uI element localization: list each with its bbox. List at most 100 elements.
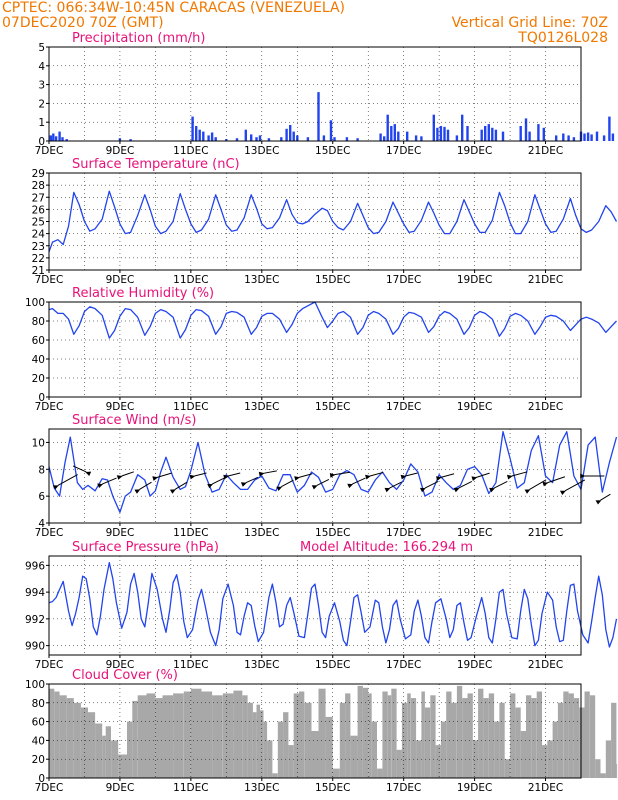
y-tick-label: 0	[38, 773, 45, 785]
wind-arrow	[564, 479, 586, 492]
precip-bar	[306, 137, 310, 141]
precip-bar	[292, 131, 295, 141]
cloud-bar	[146, 693, 156, 778]
cloud-bar	[368, 693, 372, 778]
cloud-bar	[95, 723, 103, 778]
cloud-bar	[472, 740, 479, 778]
cloud-bar	[377, 768, 383, 778]
cloud-bar	[568, 693, 574, 778]
wind-arrow-head	[347, 483, 354, 489]
precip-bar	[443, 126, 446, 141]
x-tick-label: 9DEC	[106, 145, 135, 157]
precip-bar	[386, 114, 389, 141]
precip-bar	[439, 126, 443, 141]
y-tick-label: 60	[32, 717, 45, 729]
wind-arrow-head	[85, 471, 92, 476]
wind-arrow	[405, 472, 418, 477]
wind-arrow-head	[207, 483, 213, 489]
y-tick-label: 80	[32, 698, 45, 710]
cloud-bar	[520, 731, 526, 778]
wind-arrow-head	[400, 474, 407, 480]
cloud-bar	[410, 698, 417, 778]
wind-arrow-head	[116, 475, 123, 480]
cloud-bar	[105, 726, 111, 778]
x-tick-label: 21DEC	[528, 782, 563, 794]
x-tick-label: 19DEC	[457, 401, 492, 413]
y-tick-label: 28	[32, 180, 45, 192]
x-tick-label: 13DEC	[244, 274, 279, 286]
x-tick-label: 9DEC	[106, 401, 135, 413]
y-tick-label: 80	[32, 316, 45, 328]
cloud-bar	[600, 773, 606, 778]
cloud-bar	[127, 721, 133, 778]
y-tick-label: 1	[38, 117, 45, 129]
cloud-bar	[339, 702, 346, 778]
cloud-bar	[288, 745, 294, 778]
x-tick-label: 17DEC	[386, 782, 421, 794]
cloud-bar	[247, 702, 253, 778]
precip-bar	[484, 126, 487, 141]
y-tick-label: 25	[32, 217, 45, 229]
wind-arrow-head	[419, 487, 426, 493]
wind-arrow	[334, 471, 350, 476]
panel-title: Precipitation (mm/h)	[72, 31, 205, 46]
wind-arrow	[57, 474, 78, 486]
panel-title: Relative Humidity (%)	[72, 286, 214, 301]
cloud-bar	[263, 721, 268, 778]
precip-bar	[289, 125, 292, 141]
cloud-bar	[573, 698, 580, 778]
series-line	[48, 301, 617, 339]
precip-bar	[537, 124, 540, 141]
cloud-bar	[49, 688, 55, 778]
panel-annotation: Model Altitude: 166.294 m	[300, 540, 473, 555]
cloud-bar	[552, 721, 558, 778]
x-tick-label: 13DEC	[244, 527, 279, 539]
cloud-bar	[504, 759, 510, 778]
x-tick-label: 19DEC	[457, 527, 492, 539]
x-tick-label: 11DEC	[173, 401, 208, 413]
y-tick-label: 0	[38, 136, 45, 148]
cloud-bar	[499, 702, 505, 778]
panel-6: 0 20 40 60 80 100 7DEC 9DEC 11DEC 13DEC 15DEC 17DEC…	[25, 668, 618, 794]
precip-bar	[406, 131, 409, 141]
run-code: TQ0126L028	[517, 30, 608, 46]
cloud-bar	[162, 695, 174, 778]
wind-arrow-head	[507, 474, 513, 480]
precip-bar	[528, 131, 531, 141]
precip-bar	[54, 136, 58, 141]
cloud-bar	[371, 721, 377, 778]
wind-arrow	[157, 472, 172, 478]
cloud-bar	[345, 693, 351, 778]
precip-bar	[225, 139, 228, 141]
cloud-bar	[407, 693, 411, 778]
wind-arrow	[389, 481, 402, 489]
x-tick-label: 19DEC	[457, 145, 492, 157]
cloud-bar	[382, 691, 388, 778]
y-tick-label: 20	[32, 373, 45, 385]
precip-bar	[397, 131, 400, 141]
y-tick-label: 100	[25, 297, 45, 309]
precip-bar	[590, 134, 593, 141]
x-tick-label: 11DEC	[173, 659, 208, 671]
x-tick-label: 17DEC	[386, 659, 421, 671]
x-tick-label: 7DEC	[35, 401, 64, 413]
cloud-bar	[88, 712, 96, 778]
cloud-bar	[391, 688, 397, 778]
wind-arrow	[194, 472, 207, 477]
precip-bar	[235, 138, 239, 141]
cloud-bar	[283, 712, 289, 778]
panel-title: Cloud Cover (%)	[72, 668, 178, 683]
cloud-bar	[222, 693, 234, 778]
cloud-bar	[421, 691, 425, 778]
precip-bar	[567, 135, 570, 141]
y-tick-label: 996	[25, 560, 45, 572]
cloud-bar	[190, 688, 202, 778]
cloud-bar	[515, 707, 521, 778]
series-line	[48, 562, 618, 648]
y-tick-label: 990	[25, 641, 45, 653]
wind-arrow-head	[240, 482, 247, 487]
x-tick-label: 21DEC	[528, 145, 563, 157]
cloud-bar	[494, 721, 500, 778]
grid-note: Vertical Grid Line: 70Z	[452, 15, 608, 31]
